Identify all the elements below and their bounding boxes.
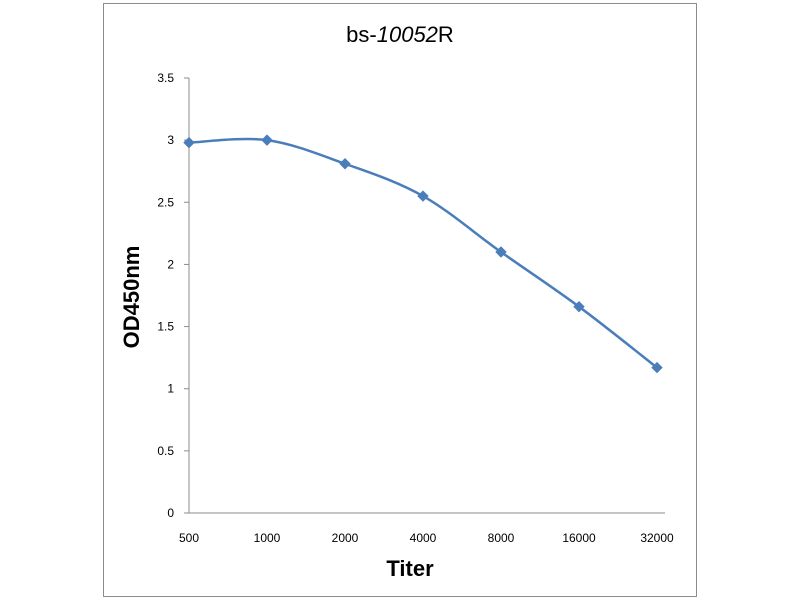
y-tick-label: 1.5	[157, 320, 174, 334]
y-tick-label: 3	[167, 133, 174, 147]
chart-title: bs-10052R	[346, 22, 454, 47]
y-tick-label: 2	[167, 257, 174, 271]
y-tick-label: 2.5	[157, 195, 174, 209]
x-tick-label: 500	[179, 531, 199, 545]
data-point-marker	[573, 300, 585, 313]
y-tick-label: 1	[167, 382, 174, 396]
data-point-marker	[651, 361, 663, 374]
chart-frame	[103, 3, 697, 597]
series-line	[188, 137, 658, 369]
plot-area	[183, 134, 663, 374]
data-point-marker	[417, 190, 429, 202]
data-point-marker	[495, 246, 507, 258]
x-tick-label: 8000	[488, 531, 515, 545]
x-tick-label: 16000	[562, 531, 596, 545]
data-point-marker	[261, 134, 273, 146]
x-axis: 500 1000 2000 4000 8000 16000 32000	[179, 512, 674, 545]
y-axis-title: OD450nm	[119, 246, 144, 349]
x-tick-label: 1000	[254, 531, 281, 545]
x-tick-label: 4000	[410, 531, 437, 545]
y-axis: 0 0.5 1 1.5 2 2.5 3 3.5	[157, 71, 190, 520]
x-tick-label: 32000	[640, 531, 674, 545]
y-tick-label: 0.5	[157, 444, 174, 458]
y-tick-label: 0	[167, 506, 174, 520]
data-point-marker	[183, 136, 195, 149]
x-axis-title: Titer	[386, 556, 434, 581]
data-point-marker	[339, 158, 351, 170]
y-tick-label: 3.5	[157, 71, 174, 85]
x-tick-label: 2000	[332, 531, 359, 545]
